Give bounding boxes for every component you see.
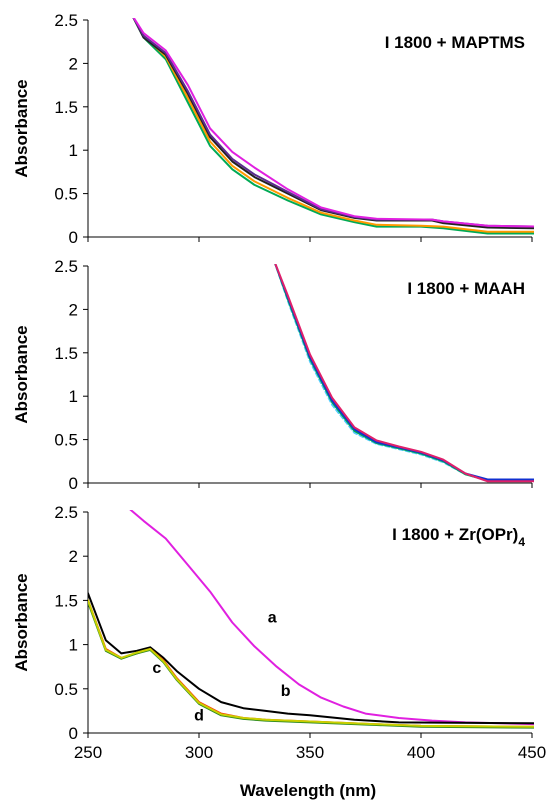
y-tick-label: 1.5 <box>54 344 78 363</box>
y-tick-label: 2 <box>69 547 78 566</box>
series-line-1 <box>132 18 534 235</box>
chart-panel-1: 0 0.5 1 1.5 2 2.5 Absorbance I 1800 + MAPTMS <box>12 11 534 247</box>
y-tick-label: 2 <box>69 54 78 73</box>
y-tick-label: 1.5 <box>54 98 78 117</box>
y-tick-label: 0.5 <box>54 431 78 450</box>
y-tick-label: 2.5 <box>54 503 78 522</box>
series-line-3 <box>132 18 534 230</box>
series-line-b <box>88 592 534 725</box>
x-tick-label: 250 <box>74 743 102 762</box>
x-tick-label: 300 <box>185 743 213 762</box>
x-axis-title: Wavelength (nm) <box>240 781 376 800</box>
y-tick-label: 0.5 <box>54 680 78 699</box>
x-tick-label: 450 <box>518 743 546 762</box>
y-tick-label: 2 <box>69 300 78 319</box>
curve-label-c: c <box>152 660 161 677</box>
y-tick-label: 1 <box>69 636 78 655</box>
series-group <box>274 264 534 483</box>
series-line-a <box>129 510 534 726</box>
x-tick-label: 400 <box>407 743 435 762</box>
y-tick-label: 1 <box>69 141 78 160</box>
series-line-5 <box>88 599 534 728</box>
panel-title: I 1800 + MAAH <box>407 279 525 298</box>
y-axis-title: Absorbance <box>12 79 31 177</box>
chart-panel-2: 0 0.5 1 1.5 2 2.5 Absorbance I 1800 + MAAH <box>12 257 534 493</box>
curve-label-b: b <box>281 683 291 700</box>
y-tick-label: 0 <box>69 228 78 247</box>
series-line-5 <box>132 18 534 228</box>
y-tick-label: 0 <box>69 474 78 493</box>
y-axis-title: Absorbance <box>12 573 31 671</box>
y-tick-label: 0.5 <box>54 185 78 204</box>
series-line-2 <box>132 18 534 233</box>
chart-panel-3: 0 0.5 1 1.5 2 2.5 250 300 350 400 450 Absorbance Wav… <box>12 503 546 800</box>
panel-title-subscript: 4 <box>518 535 525 549</box>
series-group <box>132 18 534 235</box>
y-tick-label: 1 <box>69 387 78 406</box>
curve-label-a: a <box>268 610 277 627</box>
series-line-4 <box>274 264 534 483</box>
y-tick-label: 2.5 <box>54 11 78 30</box>
x-tick-label: 350 <box>296 743 324 762</box>
y-tick-label: 1.5 <box>54 591 78 610</box>
series-group <box>88 510 534 729</box>
y-tick-label: 0 <box>69 724 78 743</box>
curve-label-d: d <box>194 708 204 725</box>
panel-title: I 1800 + MAPTMS <box>385 33 525 52</box>
y-tick-label: 2.5 <box>54 257 78 276</box>
y-axis-title: Absorbance <box>12 325 31 423</box>
panel-title: I 1800 + Zr(OPr)4 <box>392 525 525 549</box>
